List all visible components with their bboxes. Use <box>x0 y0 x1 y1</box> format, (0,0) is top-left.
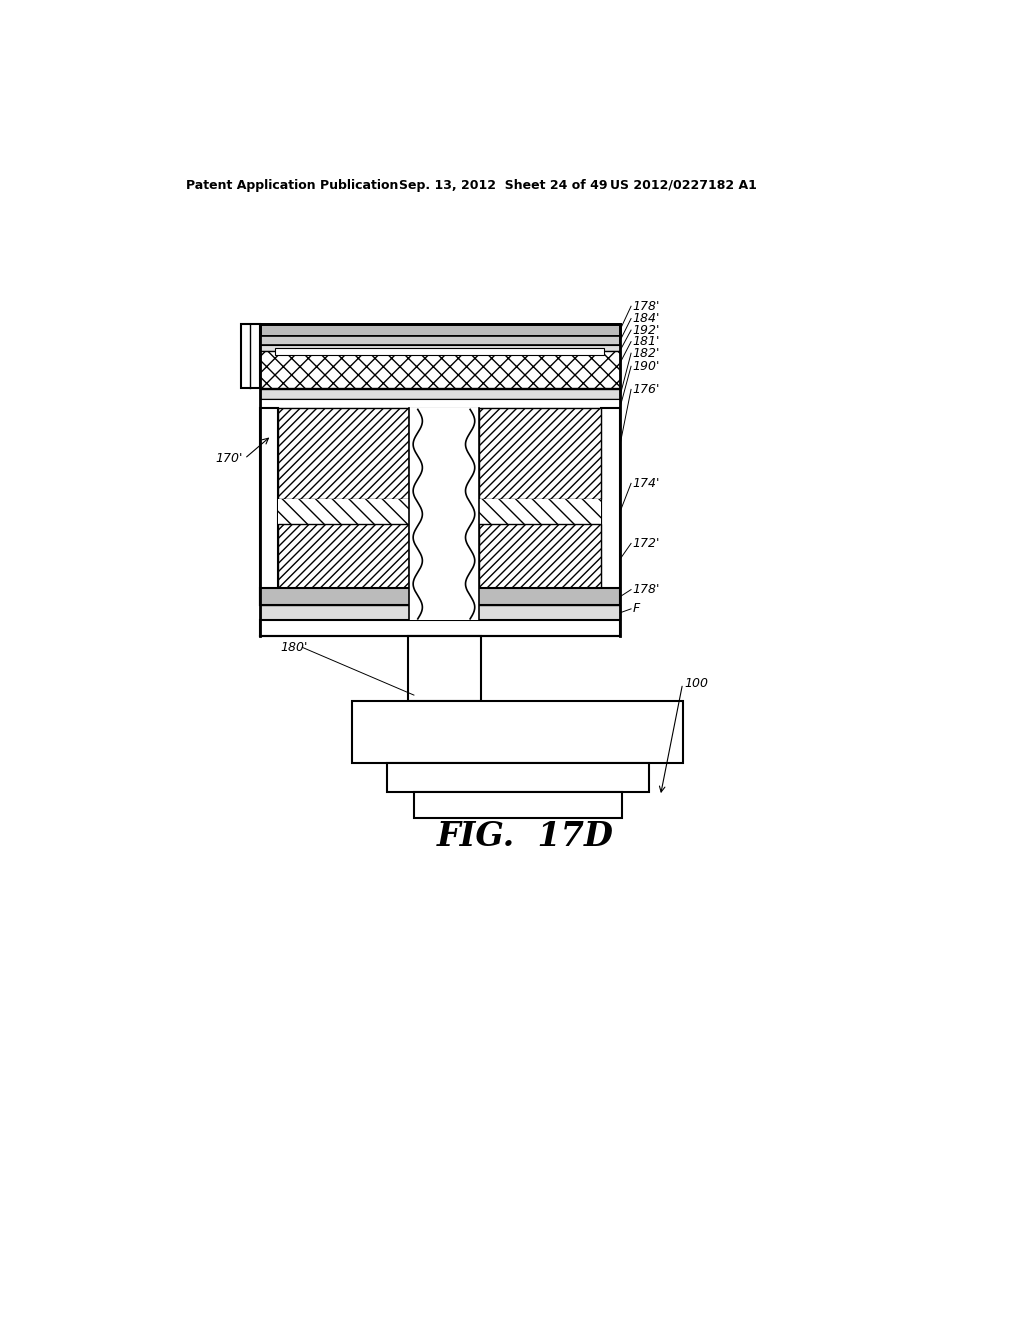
Bar <box>275 348 604 355</box>
Text: F: F <box>633 602 640 615</box>
Bar <box>260 408 279 605</box>
Text: 174': 174' <box>633 477 660 490</box>
Text: 178': 178' <box>633 300 660 313</box>
Bar <box>478 499 601 524</box>
Bar <box>601 408 620 605</box>
Bar <box>408 636 481 701</box>
Bar <box>260 345 620 351</box>
Bar <box>280 400 360 411</box>
Bar <box>279 499 410 524</box>
Bar <box>387 763 649 792</box>
Text: Patent Application Publication: Patent Application Publication <box>186 178 398 191</box>
Bar <box>260 589 620 605</box>
Text: 172': 172' <box>633 537 660 550</box>
Text: 181': 181' <box>633 335 660 348</box>
Bar <box>241 323 260 388</box>
Bar <box>260 620 620 636</box>
Bar <box>478 408 601 499</box>
Bar <box>279 499 410 524</box>
Bar <box>352 701 683 763</box>
Text: 192': 192' <box>633 323 660 337</box>
Bar <box>260 605 620 620</box>
Bar <box>279 408 410 499</box>
Text: Sep. 13, 2012  Sheet 24 of 49: Sep. 13, 2012 Sheet 24 of 49 <box>398 178 607 191</box>
Bar <box>260 351 620 388</box>
Text: 182': 182' <box>633 347 660 360</box>
Text: 176': 176' <box>633 383 660 396</box>
Bar <box>478 499 601 524</box>
Bar <box>478 524 601 589</box>
Text: US 2012/0227182 A1: US 2012/0227182 A1 <box>609 178 757 191</box>
Text: 170': 170' <box>216 453 243 465</box>
Bar <box>410 408 478 620</box>
Bar <box>414 792 622 817</box>
Text: 184': 184' <box>633 312 660 325</box>
Bar <box>260 400 620 408</box>
Bar <box>463 400 543 411</box>
Bar <box>260 323 620 335</box>
Text: 180': 180' <box>281 640 308 653</box>
Bar <box>260 389 620 400</box>
Bar <box>279 524 410 589</box>
Text: 178': 178' <box>633 583 660 597</box>
Text: FIG.  17D: FIG. 17D <box>436 820 613 853</box>
Text: 190': 190' <box>633 360 660 372</box>
Bar <box>260 335 620 345</box>
Text: 100: 100 <box>684 677 709 690</box>
